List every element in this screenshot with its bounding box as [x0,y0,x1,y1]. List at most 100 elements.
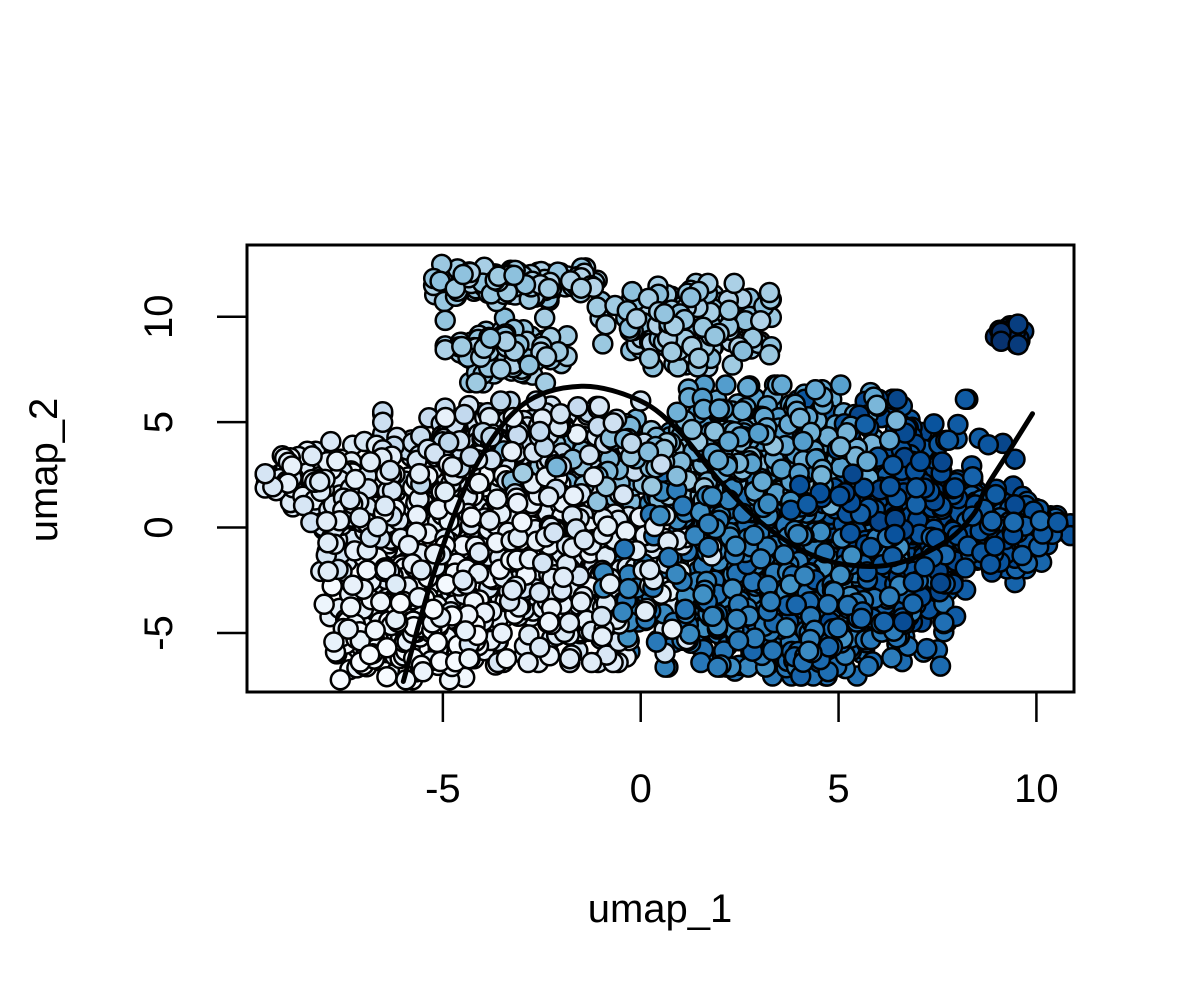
scatter-point [389,592,412,614]
scatter-points [254,253,1074,691]
scatter-point [684,524,706,547]
scatter-point [512,462,534,484]
x-tick-label: -5 [425,767,461,811]
scatter-point [701,485,723,508]
scatter-point [792,430,814,453]
scatter-point [750,548,772,570]
scatter-point [1011,544,1033,567]
scatter-point [537,277,560,300]
scatter-point [873,611,895,633]
scatter-point [708,398,731,420]
scatter-point [731,399,754,422]
scatter-point [602,412,625,434]
scatter-point [645,631,668,653]
scatter-point [281,455,303,477]
scatter-point [743,524,765,547]
scatter-point [586,296,608,318]
scatter-point [592,333,614,355]
scatter-point [704,325,726,348]
scatter-point [789,474,811,496]
scatter-point [885,409,908,432]
scatter-point [567,396,589,418]
scatter-point [902,571,925,594]
scatter-point [517,651,539,674]
scatter-point [759,590,782,613]
scatter-point [570,591,592,613]
scatter-point [531,552,554,574]
scatter-point [582,466,605,488]
trajectory-curve [400,383,1035,684]
scatter-point [933,611,955,634]
scatter-point [1007,333,1029,356]
scatter-point [717,430,740,453]
scatter-point [666,401,688,423]
scatter-point [789,407,811,430]
scatter-point [479,327,502,349]
scatter-point [410,559,432,581]
scatter-point [706,656,729,678]
scatter-point [758,281,781,304]
scatter-point [672,495,694,517]
scatter-point [913,556,936,578]
scatter-point [785,594,808,616]
scatter-point [356,559,378,581]
scatter-point [543,522,565,544]
scatter-point [580,651,603,674]
scatter-point [596,515,619,537]
scatter-point [666,465,688,487]
scatter-point [727,629,750,652]
scatter-point [301,445,323,467]
scatter-point [511,511,533,533]
scatter-point [637,441,660,463]
scatter-point [678,623,701,645]
scatter-point [829,436,852,458]
scatter-point [611,601,634,623]
scatter-point [1004,494,1026,516]
scatter-point [434,481,456,503]
scatter-point [359,451,382,473]
scatter-point [634,600,656,623]
scatter-point [1002,511,1025,533]
scatter-point [653,303,676,325]
scatter-point [697,513,720,535]
scatter-point [412,661,434,683]
scatter-point [854,413,876,436]
scatter-point [468,541,490,564]
scatter-point [649,504,671,527]
scatter-point [341,574,364,597]
scatter-point [761,639,784,662]
scatter-point [625,307,648,330]
scatter-point [329,669,352,691]
scatter-point [751,470,774,493]
scatter-point [732,340,754,362]
scatter-point [954,557,977,579]
scatter-point [588,395,611,418]
scatter-point [379,459,401,482]
scatter-point [947,413,969,436]
scatter-point [617,577,640,600]
scatter-point [661,618,683,641]
scatter-point [931,451,953,473]
scatter-point [856,450,878,473]
scatter-point [323,631,345,653]
scatter-point [358,643,381,666]
scatter-point [688,347,710,369]
scatter-point [590,605,613,628]
scatter-point [370,591,392,613]
scatter-point [723,272,745,295]
scatter-point [320,430,342,453]
y-tick-label: 0 [137,516,181,538]
scatter-point [371,411,394,434]
scatter-point [718,299,740,322]
scatter-point [984,535,1006,557]
scatter-point [881,647,903,669]
scatter-point [658,546,680,569]
scatter-point [434,406,457,429]
scatter-point [793,564,816,587]
scatter-point [506,492,529,514]
scatter-point [878,586,901,608]
scatter-point [570,277,592,299]
scatter-point [929,655,952,677]
x-axis-ticks: -5 0 5 10 [425,692,1059,811]
scatter-point [707,449,730,471]
